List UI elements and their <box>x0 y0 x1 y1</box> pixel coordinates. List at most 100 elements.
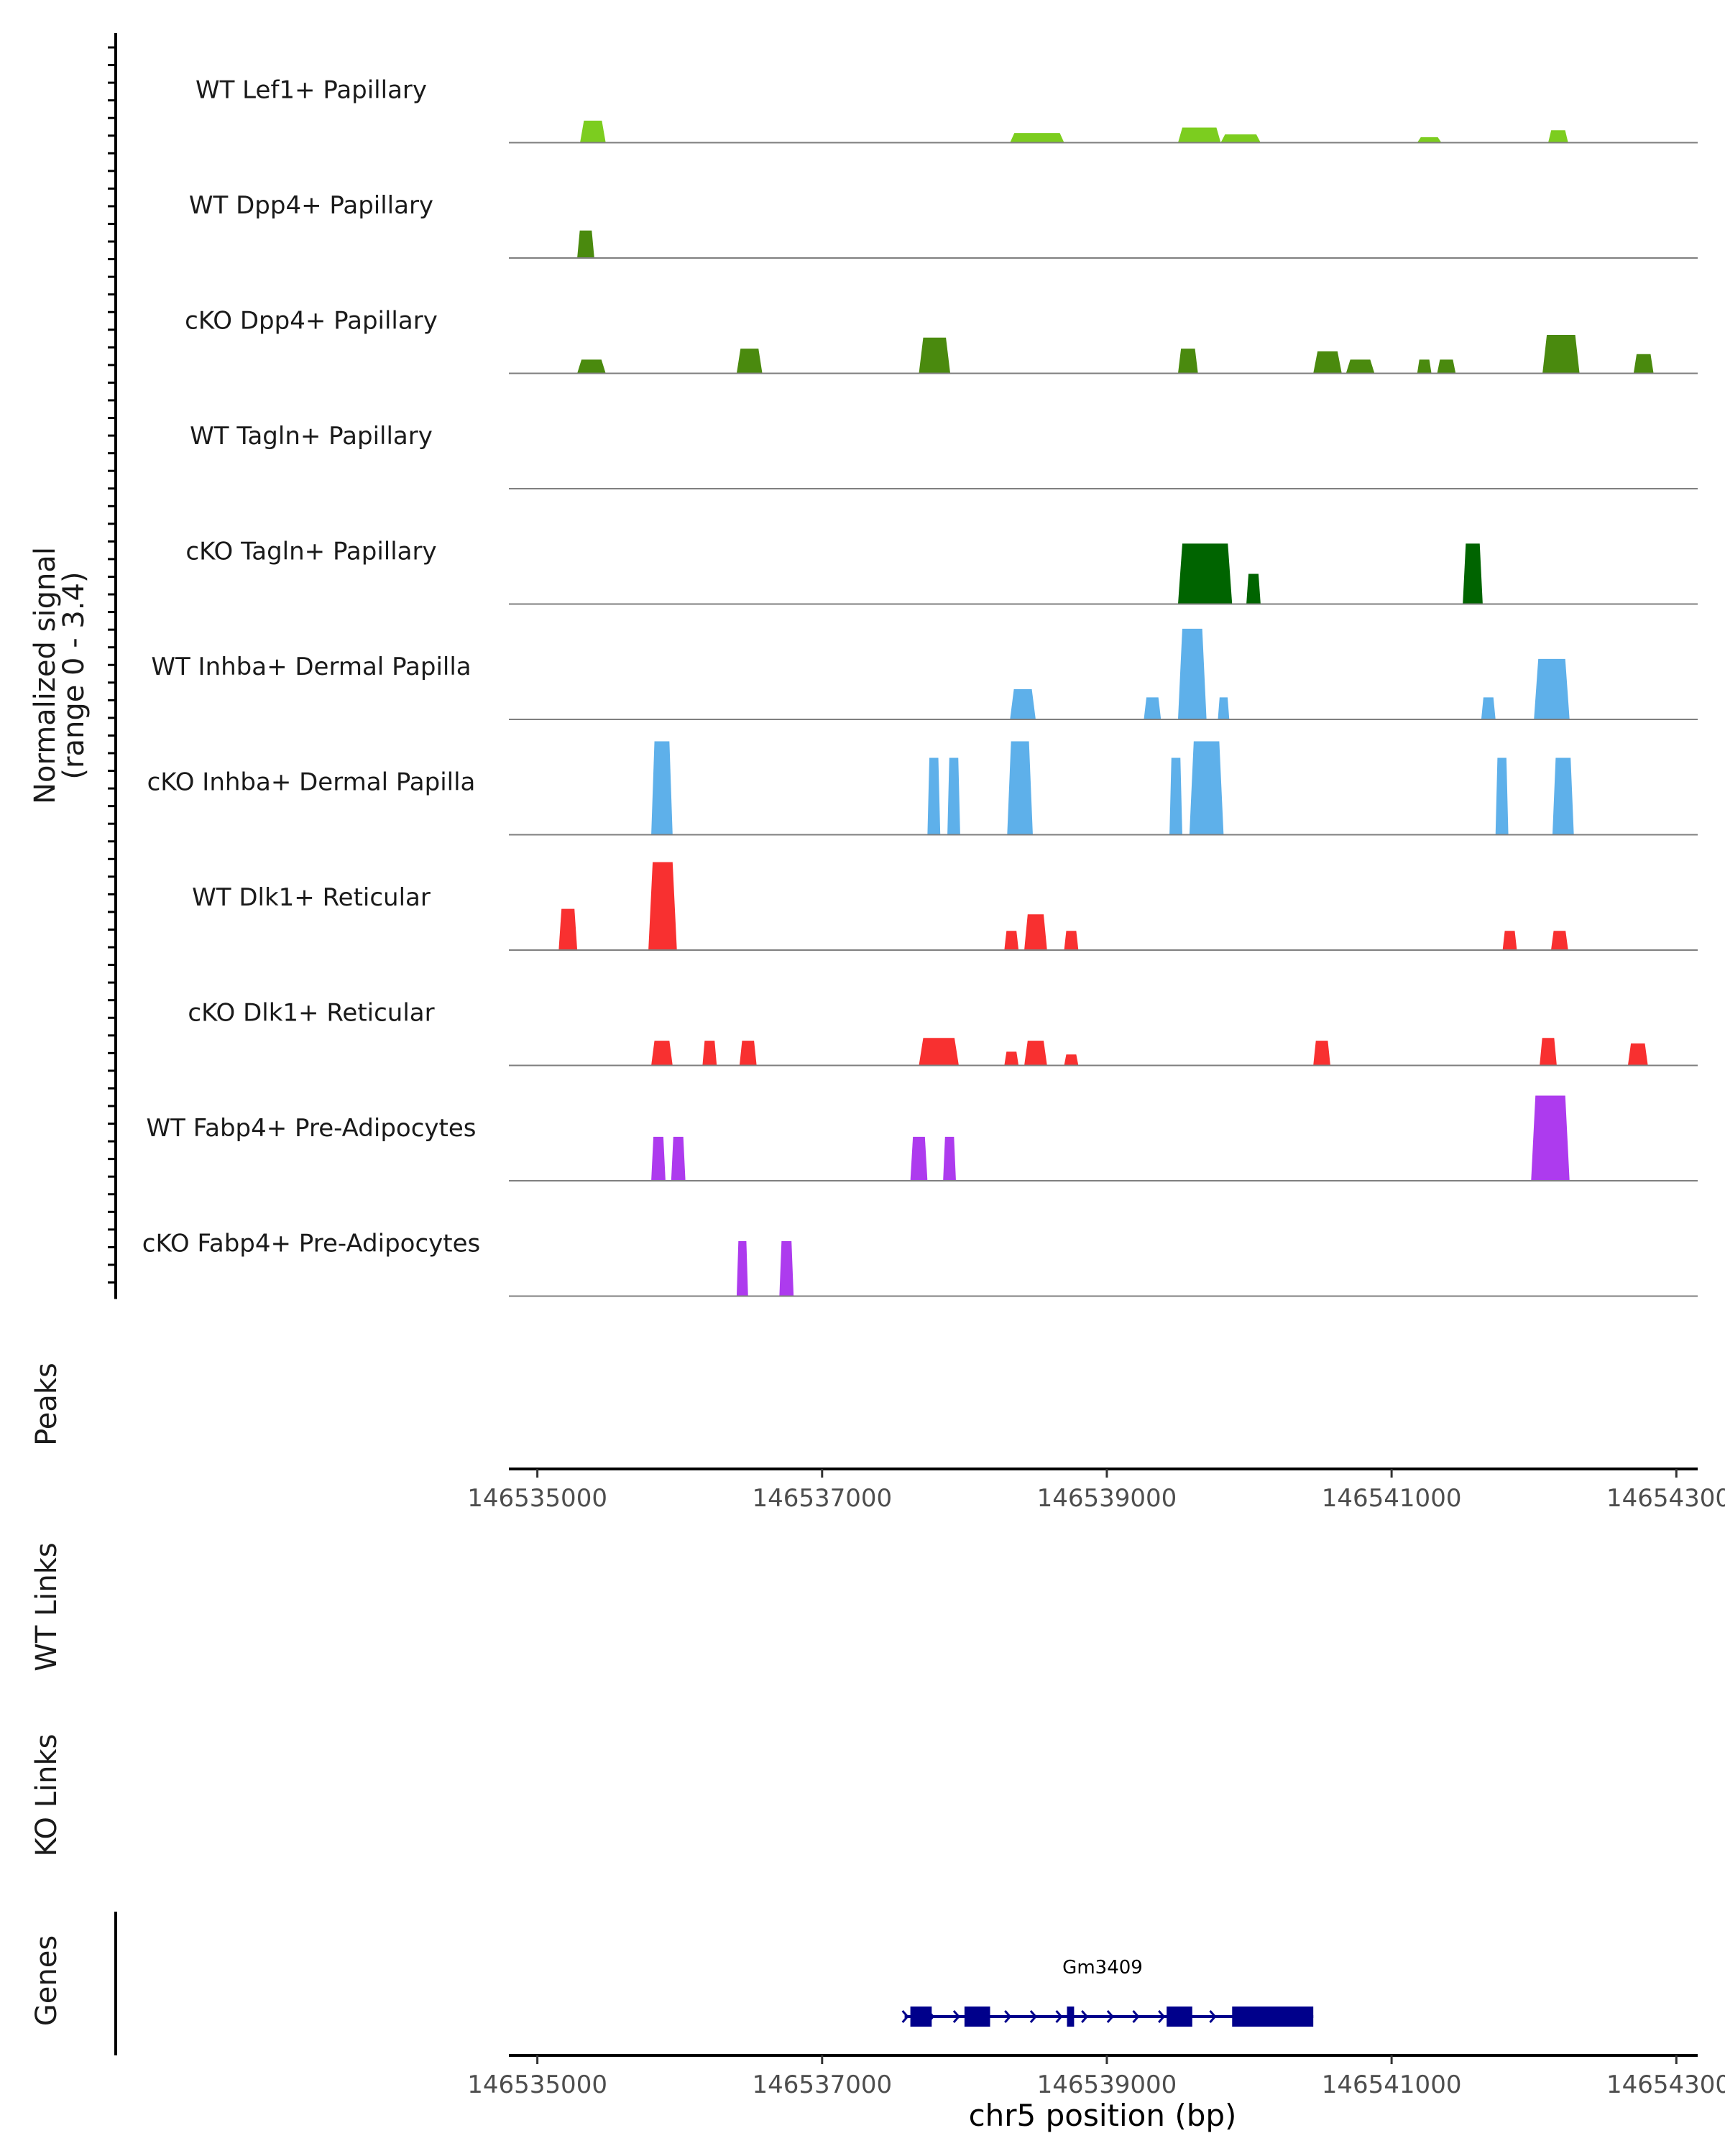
track-label: WT Inhba+ Dermal Papilla <box>151 653 471 681</box>
strand-arrow-icon <box>1132 2010 1140 2023</box>
signal-peak <box>671 1136 686 1181</box>
top-axis-tick-label: 146539000 <box>1037 1484 1177 1513</box>
strand-arrow-icon <box>1106 2010 1114 2023</box>
y-axis-range: (range 0 - 3.4) <box>58 571 91 779</box>
signal-peak <box>577 230 594 258</box>
signal-peak <box>1495 757 1509 835</box>
signal-peak <box>1548 130 1568 143</box>
signal-peak <box>702 1041 717 1066</box>
track-3: cKO Dpp4+ Papillary <box>185 307 1698 374</box>
track-label: cKO Tagln+ Papillary <box>185 538 436 566</box>
signal-peak <box>1437 359 1456 374</box>
wt-links-panel: WT Links <box>30 1542 63 1671</box>
strand-arrow-icon <box>952 2010 960 2023</box>
signal-peak <box>1218 697 1230 719</box>
signal-peak <box>1010 688 1036 719</box>
signal-peak <box>736 1241 748 1296</box>
x-axis-title: chr5 position (bp) <box>969 2098 1237 2133</box>
signal-peak <box>1542 334 1580 374</box>
y-axis-title: Normalized signal <box>29 547 62 804</box>
signal-peak <box>739 1041 757 1066</box>
signal-peak <box>651 741 673 835</box>
signal-peak <box>919 337 951 374</box>
signal-peak <box>779 1241 794 1296</box>
signal-peak <box>736 349 763 374</box>
track-label: cKO Dlk1+ Reticular <box>188 999 434 1028</box>
bottom-axis-tick-label: 146539000 <box>1037 2070 1177 2099</box>
track-1: WT Lef1+ Papillary <box>196 76 1698 144</box>
track-9: cKO Dlk1+ Reticular <box>188 999 1698 1067</box>
signal-peak <box>1189 741 1224 835</box>
strand-arrow-icon <box>901 2010 909 2023</box>
track-2: WT Dpp4+ Papillary <box>189 191 1698 259</box>
signal-peak <box>1627 1043 1648 1066</box>
signal-peak <box>1417 137 1442 143</box>
signal-peak <box>1502 931 1517 950</box>
signal-axis: Normalized signal (range 0 - 3.4) <box>29 33 117 1299</box>
wt-links-label: WT Links <box>30 1542 63 1671</box>
gene-label: Gm3409 <box>1062 1957 1143 1978</box>
signal-peak <box>1004 931 1019 950</box>
signal-peak <box>1024 914 1047 950</box>
track-label: WT Dlk1+ Reticular <box>192 883 431 912</box>
signal-peak <box>1144 697 1162 719</box>
signal-peak <box>1177 543 1233 604</box>
position-axis-bottom: chr5 position (bp) 146535000 146537000 146… <box>467 2054 1725 2133</box>
top-axis-tick-label: 146541000 <box>1322 1484 1462 1513</box>
gene-exon <box>1232 2007 1314 2027</box>
track-label: cKO Fabp4+ Pre-Adipocytes <box>142 1230 481 1258</box>
signal-peak <box>1633 354 1654 374</box>
coverage-tracks: WT Lef1+ Papillary WT Dpp4+ Papillary cKO … <box>142 76 1698 1297</box>
ko-links-label: KO Links <box>30 1734 63 1857</box>
signal-peak <box>651 1041 673 1066</box>
signal-peak <box>947 757 960 835</box>
strand-arrow-icon <box>1055 2010 1063 2023</box>
signal-peak <box>1313 1041 1330 1066</box>
signal-peak <box>919 1038 959 1066</box>
signal-peak <box>1064 931 1079 950</box>
signal-peak <box>1463 543 1483 604</box>
signal-peak <box>1552 757 1574 835</box>
track-6: WT Inhba+ Dermal Papilla <box>151 628 1698 720</box>
signal-peak <box>648 862 677 950</box>
signal-peak <box>580 120 606 143</box>
strand-arrow-icon <box>1004 2010 1012 2023</box>
signal-peak <box>927 757 941 835</box>
signal-peak <box>1550 931 1568 950</box>
signal-peak <box>1010 133 1064 143</box>
gene-exon <box>910 2007 932 2027</box>
genes-panel-label: Genes <box>30 1935 63 2026</box>
strand-arrow-icon <box>1158 2010 1166 2023</box>
track-label: WT Lef1+ Papillary <box>196 76 427 105</box>
signal-peak <box>1346 359 1375 374</box>
signal-peak <box>1313 351 1342 374</box>
track-8: WT Dlk1+ Reticular <box>192 862 1698 951</box>
peaks-panel: Peaks <box>30 1363 63 1446</box>
track-11: cKO Fabp4+ Pre-Adipocytes <box>142 1230 1698 1297</box>
genes-panel: Genes Gm3409 <box>30 1912 1314 2055</box>
signal-peak <box>1177 127 1221 143</box>
peaks-panel-label: Peaks <box>30 1363 63 1446</box>
bottom-axis-tick-label: 146537000 <box>752 2070 892 2099</box>
signal-peak <box>1246 573 1261 604</box>
signal-peak <box>1064 1054 1079 1066</box>
track-5: cKO Tagln+ Papillary <box>185 538 1698 605</box>
signal-peak <box>1220 134 1261 143</box>
strand-arrow-icon <box>1209 2010 1217 2023</box>
bottom-axis-tick-label: 146541000 <box>1322 2070 1462 2099</box>
strand-arrow-icon <box>1081 2010 1089 2023</box>
signal-peak <box>1177 349 1198 374</box>
top-axis-tick-label: 146537000 <box>752 1484 892 1513</box>
track-label: cKO Inhba+ Dermal Papilla <box>147 768 476 797</box>
signal-peak <box>1007 741 1033 835</box>
top-axis-tick-label: 146543000 <box>1606 1484 1725 1513</box>
strand-arrow-icon <box>1029 2010 1037 2023</box>
signal-peak <box>558 908 578 950</box>
top-axis-tick-label: 146535000 <box>467 1484 607 1513</box>
signal-peak <box>1481 697 1496 719</box>
gene-exon <box>1067 2007 1075 2027</box>
signal-peak <box>1177 628 1207 719</box>
bottom-axis-tick-label: 146535000 <box>467 2070 607 2099</box>
gene-exon <box>1167 2007 1192 2027</box>
signal-peak <box>651 1136 666 1181</box>
